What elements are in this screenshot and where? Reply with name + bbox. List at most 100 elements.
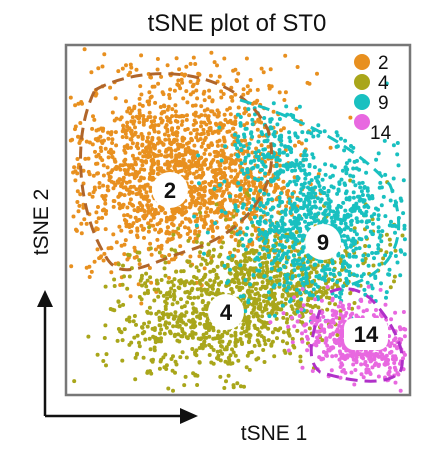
data-point-cluster-2	[123, 238, 128, 243]
data-point-cluster-2	[171, 229, 176, 234]
data-point-cluster-9	[290, 168, 295, 173]
data-point-cluster-9	[344, 245, 349, 250]
data-point-cluster-9	[313, 204, 317, 209]
data-point-cluster-2	[188, 190, 193, 194]
data-point-cluster-4	[272, 354, 277, 359]
data-point-cluster-2	[193, 113, 198, 118]
data-point-cluster-4	[348, 178, 353, 183]
data-point-cluster-2	[215, 114, 220, 119]
data-point-cluster-9	[383, 253, 388, 258]
data-point-cluster-4	[132, 335, 137, 340]
data-point-cluster-2	[163, 154, 167, 159]
data-point-cluster-2	[157, 221, 162, 225]
data-point-cluster-2	[223, 166, 228, 171]
data-point-cluster-9	[235, 232, 240, 237]
data-point-cluster-14	[328, 334, 332, 339]
data-point-cluster-9	[307, 202, 312, 207]
data-point-cluster-4	[242, 329, 247, 334]
data-point-cluster-4	[208, 290, 213, 295]
data-point-cluster-4	[140, 325, 145, 330]
data-point-cluster-2	[176, 83, 181, 88]
data-point-cluster-4	[321, 286, 326, 291]
data-point-cluster-4	[285, 341, 290, 346]
data-point-cluster-14	[359, 299, 364, 303]
data-point-cluster-9	[339, 291, 344, 296]
data-point-cluster-4	[157, 318, 162, 322]
data-point-cluster-9	[402, 237, 407, 242]
data-point-cluster-4	[120, 338, 125, 343]
data-point-cluster-14	[380, 352, 385, 357]
data-point-cluster-4	[153, 335, 158, 340]
data-point-cluster-4	[197, 279, 202, 283]
data-point-cluster-9	[380, 229, 385, 234]
data-point-cluster-2	[106, 171, 111, 176]
data-point-cluster-4	[140, 283, 144, 288]
data-point-cluster-2	[188, 151, 193, 156]
data-point-cluster-4	[121, 302, 126, 307]
data-point-cluster-4	[158, 331, 162, 336]
data-point-cluster-2	[73, 103, 78, 108]
data-point-cluster-2	[96, 205, 100, 209]
data-point-cluster-4	[218, 374, 223, 379]
data-point-cluster-4	[220, 351, 225, 356]
data-point-cluster-14	[338, 365, 343, 369]
data-point-cluster-14	[385, 361, 390, 366]
data-point-cluster-2	[97, 185, 102, 190]
data-point-cluster-2	[73, 127, 77, 132]
data-point-cluster-9	[238, 115, 243, 119]
data-point-cluster-2	[119, 243, 124, 248]
data-point-cluster-4	[102, 336, 107, 340]
data-point-cluster-2	[87, 192, 92, 197]
data-point-cluster-2	[106, 246, 111, 251]
data-point-cluster-9	[378, 180, 383, 185]
data-point-cluster-2	[278, 163, 283, 168]
data-point-cluster-2	[153, 100, 158, 105]
data-point-cluster-14	[389, 349, 394, 354]
data-point-cluster-9	[249, 131, 253, 136]
data-point-cluster-4	[258, 244, 263, 249]
data-point-cluster-4	[198, 321, 202, 326]
data-point-cluster-9	[246, 175, 251, 180]
data-point-cluster-2	[133, 160, 138, 165]
data-point-cluster-2	[201, 172, 206, 177]
data-point-cluster-2	[129, 131, 134, 136]
data-point-cluster-9	[258, 168, 263, 173]
data-point-cluster-2	[139, 92, 144, 97]
data-point-cluster-2	[188, 131, 193, 136]
data-point-cluster-4	[166, 312, 170, 317]
data-point-cluster-2	[212, 150, 217, 154]
data-point-cluster-9	[233, 143, 238, 147]
data-point-cluster-9	[294, 162, 299, 166]
data-point-cluster-2	[105, 184, 110, 189]
data-point-cluster-2	[201, 91, 206, 96]
data-point-cluster-4	[241, 318, 246, 323]
data-point-cluster-2	[223, 155, 228, 160]
data-point-cluster-2	[273, 188, 278, 193]
data-point-cluster-4	[200, 346, 205, 351]
data-point-cluster-2	[160, 90, 165, 95]
data-point-cluster-2	[191, 195, 196, 200]
data-point-cluster-2	[170, 236, 175, 241]
data-point-cluster-2	[135, 209, 140, 214]
data-point-cluster-2	[193, 62, 198, 66]
data-point-cluster-2	[233, 160, 238, 165]
data-point-cluster-2	[152, 119, 157, 123]
data-point-cluster-2	[227, 106, 232, 111]
y-arrow-head	[37, 290, 53, 307]
data-point-cluster-2	[118, 163, 123, 168]
data-point-cluster-2	[172, 165, 177, 169]
data-point-cluster-4	[149, 311, 153, 316]
data-point-cluster-9	[285, 238, 290, 243]
data-point-cluster-9	[388, 198, 393, 203]
data-point-cluster-9	[268, 207, 273, 212]
data-point-cluster-14	[333, 340, 337, 345]
data-point-cluster-14	[299, 307, 304, 312]
data-point-cluster-2	[113, 130, 118, 135]
data-point-cluster-2	[104, 209, 109, 213]
data-point-cluster-2	[193, 185, 197, 190]
data-point-cluster-4	[242, 272, 247, 277]
data-point-cluster-9	[355, 220, 360, 224]
data-point-cluster-2	[249, 210, 254, 215]
data-point-cluster-9	[342, 213, 347, 218]
data-point-cluster-2	[141, 227, 146, 232]
